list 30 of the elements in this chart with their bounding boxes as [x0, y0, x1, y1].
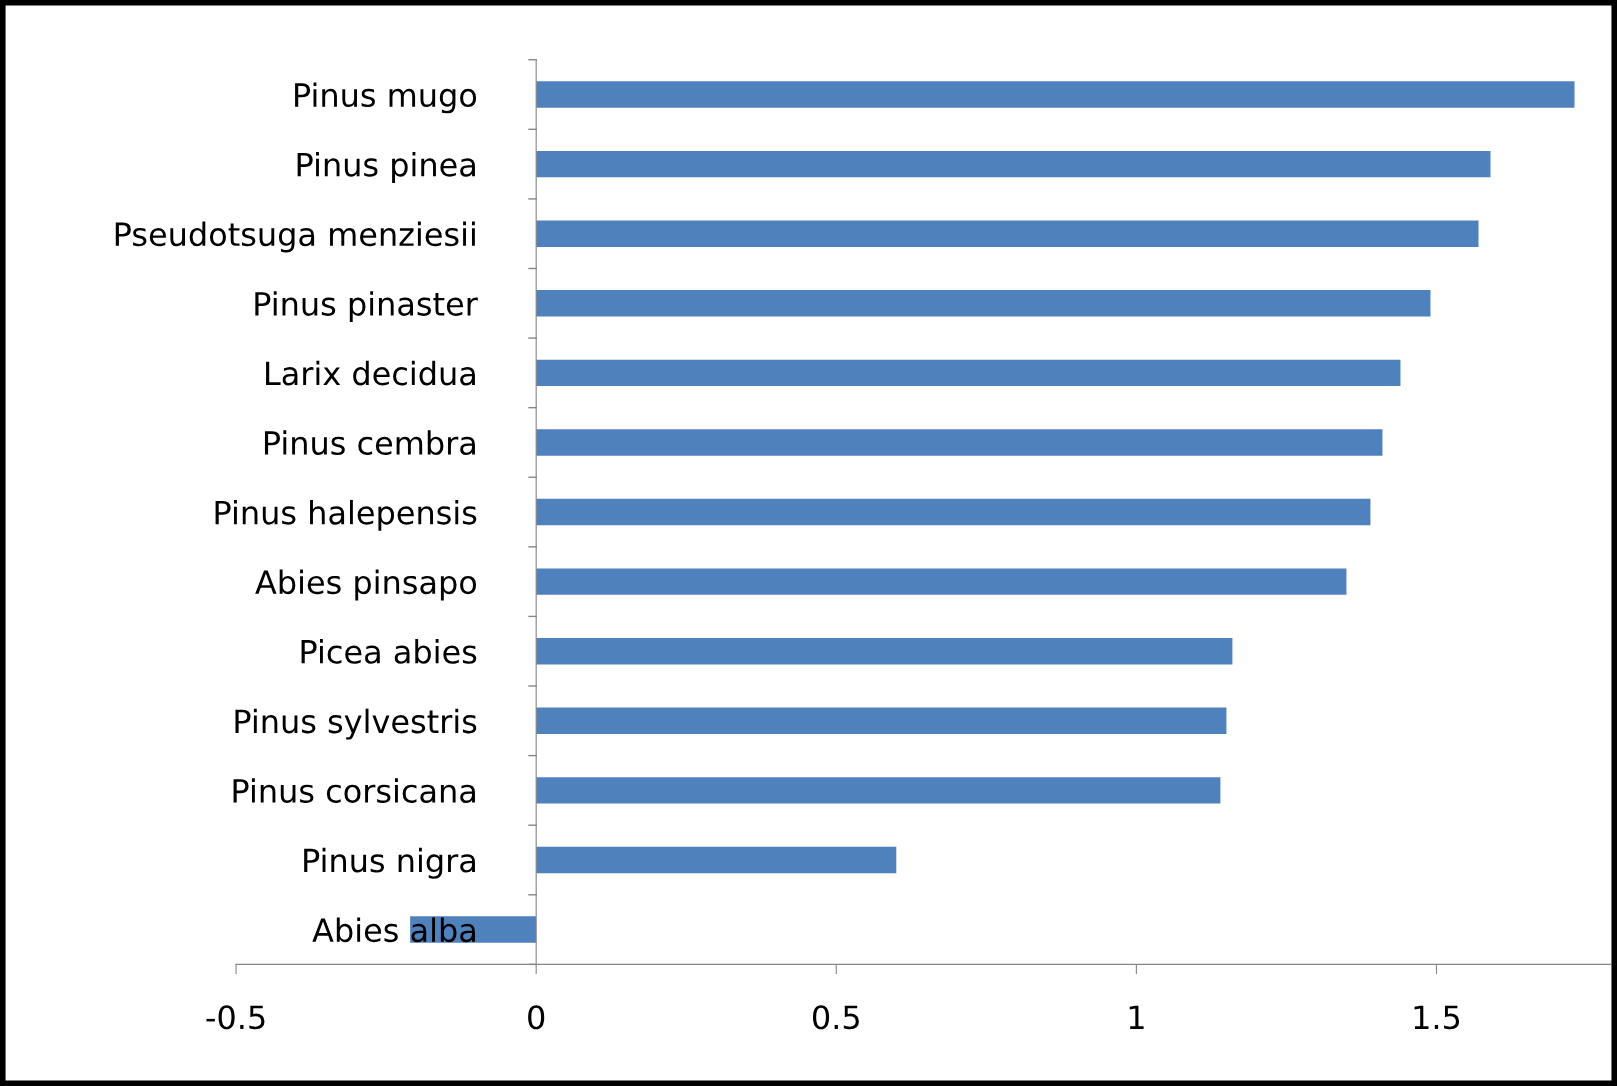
bar	[536, 568, 1347, 595]
bar	[536, 290, 1431, 317]
y-tick-label: Pinus mugo	[295, 82, 477, 114]
bar	[536, 638, 1233, 665]
bar	[536, 777, 1221, 804]
y-tick-label: Pinus pinaster	[255, 291, 478, 323]
y-tick-label: Larix decidua	[266, 360, 475, 386]
y-tick-label: Pinus cembra	[264, 430, 475, 456]
x-tick-label: 0.5	[812, 1005, 859, 1030]
x-tick-label: -0.5	[206, 1005, 265, 1030]
x-tick-label: 1.5	[1414, 1005, 1460, 1030]
y-tick-label: Abies pinsapo	[255, 569, 477, 601]
y-tick-label: Pseudotsuga menziesii	[115, 221, 475, 253]
y-tick-label: Pinus pinea	[297, 151, 475, 183]
bar	[536, 846, 897, 874]
x-tick-label: 1	[1129, 1005, 1144, 1029]
bar	[536, 81, 1575, 108]
bar	[536, 707, 1227, 735]
y-tick-label: Pinus corsicana	[233, 778, 475, 803]
y-tick-label: Abies alba	[312, 917, 475, 943]
bar	[536, 150, 1491, 178]
y-tick-label: Pinus nigra	[304, 847, 475, 879]
bar	[536, 498, 1371, 526]
y-tick-label: Pinus sylvestris	[235, 708, 477, 740]
x-tick-label: 0	[528, 1005, 545, 1030]
bar	[536, 220, 1479, 247]
bar	[536, 429, 1383, 456]
y-tick-label: Pinus halepensis	[215, 499, 477, 531]
bar	[536, 359, 1401, 387]
y-tick-label: Picea abies	[301, 639, 477, 664]
